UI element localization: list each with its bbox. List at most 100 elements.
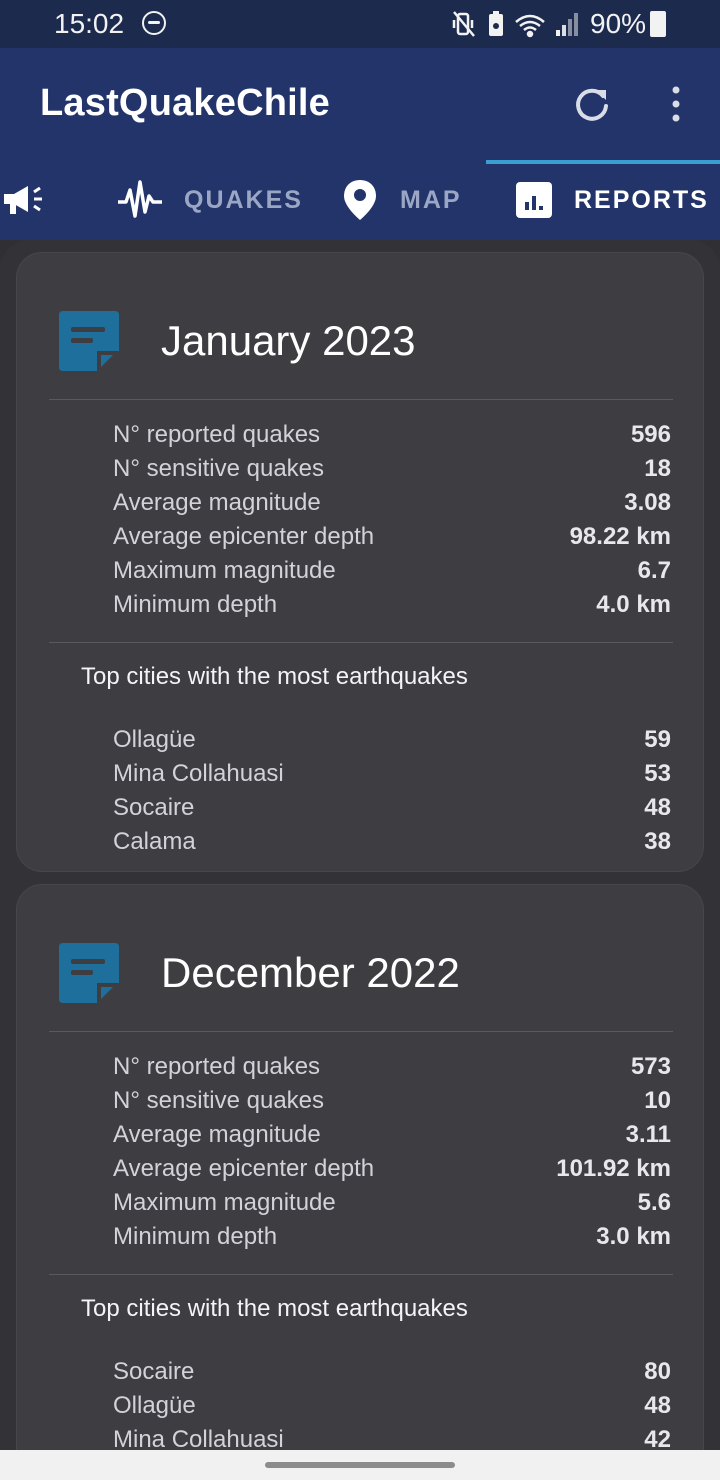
battery-saver-icon: [489, 11, 503, 36]
stat-value: 596: [630, 421, 671, 448]
stat-label: Average magnitude: [113, 1121, 321, 1148]
stat-label: N° reported quakes: [113, 421, 321, 448]
status-icons: [452, 11, 578, 38]
report-card-header: December 2022: [17, 885, 703, 1031]
status-time: 15:02: [54, 8, 125, 39]
stat-row: Maximum magnitude 6.7: [113, 554, 671, 588]
report-card-december-2022[interactable]: December 2022 N° reported quakes 573 N° s…: [16, 884, 704, 1480]
city-row: Ollagüe 59: [113, 723, 671, 757]
seismograph-icon: [118, 180, 162, 218]
report-note-icon: [59, 311, 119, 371]
city-count: 42: [644, 1426, 671, 1453]
city-name: Ollagüe: [113, 1392, 196, 1419]
stat-row: N° sensitive quakes 18: [113, 452, 671, 486]
city-count: 48: [644, 794, 671, 821]
more-options-icon[interactable]: [660, 84, 692, 124]
battery-icon: [650, 11, 666, 37]
system-navigation-bar: [0, 1450, 720, 1480]
stat-value: 10: [644, 1087, 671, 1114]
divider: [49, 642, 673, 643]
stat-row: Average epicenter depth 101.92 km: [113, 1152, 671, 1186]
city-row: Mina Collahuasi 42: [113, 1423, 671, 1457]
city-row: Calama 38: [113, 825, 671, 859]
city-row: Socaire 48: [113, 791, 671, 825]
city-count: 38: [644, 828, 671, 855]
divider: [49, 399, 673, 400]
report-stats: N° reported quakes 596 N° sensitive quake…: [17, 400, 703, 642]
stat-row: Minimum depth 3.0 km: [113, 1220, 671, 1254]
status-bar: 15:02 90%: [0, 0, 720, 48]
home-gesture-handle[interactable]: [265, 1462, 455, 1468]
report-card-january-2023[interactable]: January 2023 N° reported quakes 596 N° se…: [16, 252, 704, 872]
app-bar: LastQuakeChile QUAKES: [0, 48, 720, 240]
tab-quakes-label: QUAKES: [184, 185, 303, 214]
report-chart-icon: [516, 182, 552, 218]
city-row: Mina Collahuasi 53: [113, 757, 671, 791]
signal-icon: [556, 13, 578, 36]
city-name: Socaire: [113, 1358, 195, 1385]
divider: [49, 1031, 673, 1032]
do-not-disturb-icon: [142, 11, 166, 35]
report-month-title: December 2022: [161, 949, 460, 996]
tab-bar: QUAKES MAP REPORTS: [0, 160, 720, 240]
stat-value: 98.22 km: [569, 523, 671, 550]
tab-indicator: [486, 160, 720, 164]
stat-label: Maximum magnitude: [113, 557, 336, 584]
battery-percent: 90%: [590, 8, 647, 39]
stat-row: Average magnitude 3.11: [113, 1118, 671, 1152]
stat-label: Average epicenter depth: [113, 523, 375, 550]
stat-label: Minimum depth: [113, 1223, 278, 1250]
city-count: 59: [644, 726, 671, 753]
stat-label: Average epicenter depth: [113, 1155, 375, 1182]
stat-row: Average magnitude 3.08: [113, 486, 671, 520]
tab-reports[interactable]: REPORTS: [516, 160, 709, 240]
refresh-icon[interactable]: [572, 84, 612, 124]
stat-label: Maximum magnitude: [113, 1189, 336, 1216]
tab-map[interactable]: MAP: [342, 160, 462, 240]
vibrate-mute-icon: [452, 11, 475, 37]
city-name: Mina Collahuasi: [113, 760, 284, 787]
tab-quakes[interactable]: QUAKES: [118, 160, 303, 240]
stat-value: 6.7: [637, 557, 671, 584]
map-pin-icon: [344, 180, 376, 220]
stat-value: 101.92 km: [556, 1155, 671, 1182]
tab-map-label: MAP: [400, 185, 462, 214]
stat-row: Average epicenter depth 98.22 km: [113, 520, 671, 554]
report-note-icon: [59, 943, 119, 1003]
city-count: 53: [644, 760, 671, 787]
report-month-title: January 2023: [161, 317, 416, 364]
stat-row: N° reported quakes 573: [113, 1050, 671, 1084]
top-cities-list: Ollagüe 59 Mina Collahuasi 53 Socaire 48 Ca…: [17, 711, 703, 859]
stat-value: 3.11: [625, 1121, 671, 1148]
city-count: 48: [644, 1392, 671, 1419]
stat-label: Average magnitude: [113, 489, 321, 516]
city-count: 80: [644, 1358, 671, 1385]
top-cities-title: Top cities with the most earthquakes: [81, 1295, 468, 1322]
city-row: Ollagüe 48: [113, 1389, 671, 1423]
city-name: Socaire: [113, 794, 195, 821]
city-name: Calama: [113, 828, 196, 855]
wifi-icon: [515, 14, 545, 38]
stat-value: 3.0 km: [596, 1223, 671, 1250]
stat-value: 4.0 km: [596, 591, 671, 618]
stat-value: 3.08: [624, 489, 671, 516]
city-row: Socaire 80: [113, 1355, 671, 1389]
reports-list[interactable]: January 2023 N° reported quakes 596 N° se…: [0, 240, 720, 1480]
stat-row: Maximum magnitude 5.6: [113, 1186, 671, 1220]
top-cities-title: Top cities with the most earthquakes: [81, 663, 468, 690]
divider: [49, 1274, 673, 1275]
tab-alerts[interactable]: [2, 160, 46, 240]
stat-value: 573: [630, 1053, 671, 1080]
stat-label: Minimum depth: [113, 591, 278, 618]
app-title: LastQuakeChile: [40, 82, 331, 124]
stat-label: N° sensitive quakes: [113, 455, 325, 482]
stat-row: N° sensitive quakes 10: [113, 1084, 671, 1118]
top-cities-list: Socaire 80 Ollagüe 48 Mina Collahuasi 42: [17, 1343, 703, 1457]
report-stats: N° reported quakes 573 N° sensitive quake…: [17, 1032, 703, 1274]
stat-row: Minimum depth 4.0 km: [113, 588, 671, 622]
stat-label: N° sensitive quakes: [113, 1087, 325, 1114]
stat-row: N° reported quakes 596: [113, 418, 671, 452]
megaphone-icon: [4, 186, 42, 214]
city-name: Ollagüe: [113, 726, 196, 753]
report-card-header: January 2023: [17, 253, 703, 399]
